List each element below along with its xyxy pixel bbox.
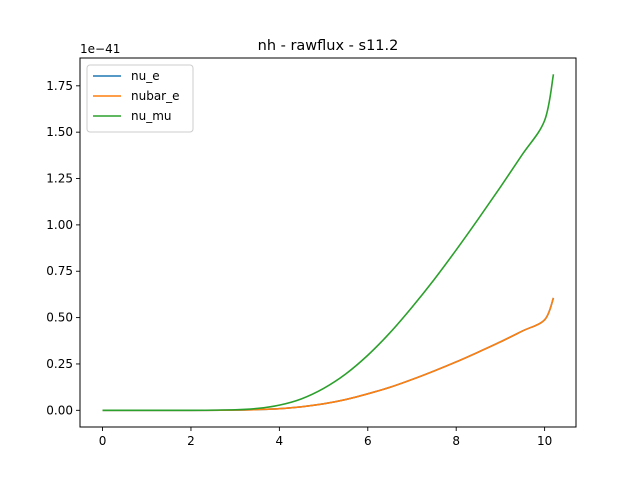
series-lines xyxy=(102,74,555,412)
y-tick-label: 0.50 xyxy=(46,311,73,325)
legend-label: nu_mu xyxy=(131,109,172,123)
x-tick-label: 0 xyxy=(99,434,107,448)
y-tick-label: 1.75 xyxy=(46,79,73,93)
series-line-nu-e xyxy=(102,297,555,412)
y-tick-label: 1.50 xyxy=(46,125,73,139)
x-tick-label: 8 xyxy=(452,434,460,448)
legend-items: nu_e nubar_e nu_mu xyxy=(93,69,180,123)
x-tick-label: 4 xyxy=(276,434,284,448)
y-tick-label: 0.25 xyxy=(46,357,73,371)
y-tick-label: 0.75 xyxy=(46,264,73,278)
series-line-nu-mu xyxy=(102,74,555,412)
x-tick-label: 6 xyxy=(364,434,372,448)
legend-label: nu_e xyxy=(131,69,160,83)
y-tick-label: 1.00 xyxy=(46,218,73,232)
series-line-nubar-e xyxy=(102,297,555,412)
plot-area-frame xyxy=(79,57,577,428)
y-axis-offset-label: 1e−41 xyxy=(80,42,120,56)
x-tick-label: 2 xyxy=(187,434,195,448)
y-axis-ticks: 0.00 0.25 0.50 0.75 1.00 1.25 1.50 1.75 xyxy=(46,79,80,417)
legend: nu_e nubar_e nu_mu xyxy=(86,64,194,133)
chart-title: nh - rawflux - s11.2 xyxy=(258,38,399,54)
legend-label: nubar_e xyxy=(131,89,180,103)
x-axis-ticks: 0 2 4 6 8 10 xyxy=(99,427,552,448)
y-tick-label: 1.25 xyxy=(46,172,73,186)
y-tick-label: 0.00 xyxy=(46,403,73,417)
x-tick-label: 10 xyxy=(537,434,552,448)
